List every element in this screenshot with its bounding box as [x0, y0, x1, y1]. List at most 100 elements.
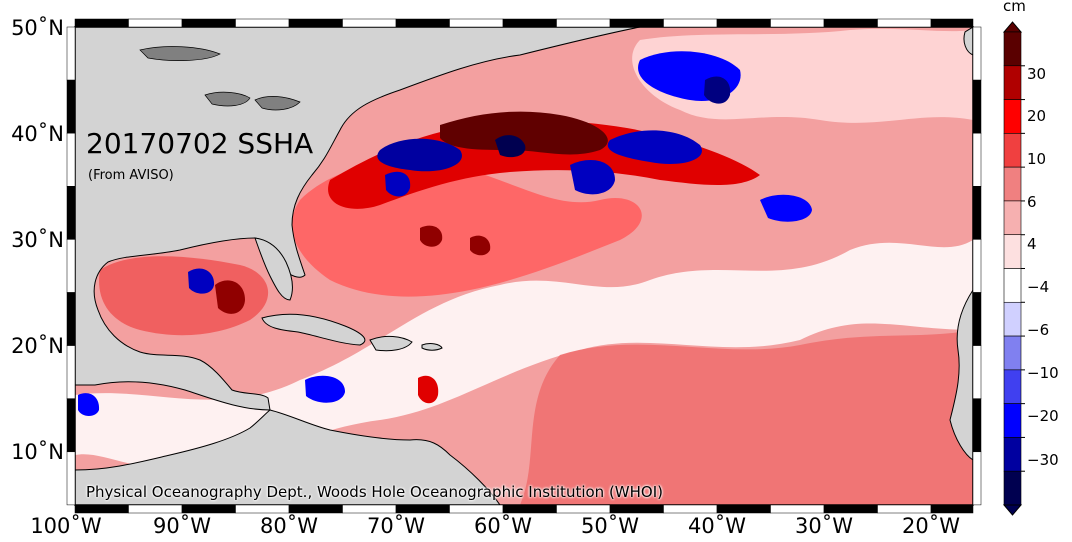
- hispaniola-land: [369, 335, 413, 352]
- frame-tick-segment: [716, 18, 771, 28]
- longitude-label-70w: 70˚W: [367, 514, 425, 538]
- frame-tick-segment: [66, 451, 76, 506]
- colorbar-segment: [1003, 200, 1022, 236]
- cold-ring: [495, 135, 526, 158]
- frame-tick-segment: [609, 504, 664, 514]
- frame-tick-segment: [823, 504, 878, 514]
- frame-tick-segment: [823, 18, 878, 28]
- colorbar-segment: [1003, 335, 1022, 371]
- frame-tick-segment: [663, 504, 718, 514]
- frame-tick-segment: [449, 18, 504, 28]
- great-lakes: [254, 96, 301, 111]
- map-title: 20170702 SSHA: [86, 127, 314, 160]
- frame-tick-segment: [770, 18, 825, 28]
- colorbar-segment: [1003, 234, 1022, 269]
- colorbar-segment: [1003, 403, 1022, 438]
- colorbar-segment: [1003, 437, 1022, 472]
- frame-tick-segment: [972, 239, 982, 293]
- frame-tick-segment: [770, 504, 825, 514]
- colorbar-segment: [1003, 470, 1022, 506]
- frame-tick-segment: [181, 504, 236, 514]
- frame-tick-segment: [395, 504, 450, 514]
- warm-eddy: [420, 225, 443, 247]
- colorbar-segment: [1003, 133, 1022, 168]
- frame-tick-segment: [74, 504, 129, 514]
- frame-tick-segment: [342, 504, 397, 514]
- frame-tick-segment: [556, 18, 611, 28]
- latitude-label-30n: 30˚N: [11, 228, 64, 252]
- latitude-label-40n: 40˚N: [11, 122, 64, 146]
- frame-tick-segment: [235, 504, 290, 514]
- frame-tick-segment: [663, 18, 718, 28]
- map-subtitle: (From AVISO): [88, 168, 174, 183]
- frame-tick-segment: [128, 18, 183, 28]
- cold-eddy: [188, 268, 215, 294]
- frame-tick-segment: [66, 186, 76, 240]
- colorbar-top-arrow: [1002, 21, 1023, 33]
- north-america-land: [75, 27, 641, 411]
- loop-current-eddy: [215, 280, 245, 314]
- frame-tick-segment: [877, 18, 932, 28]
- frame-tick-segment: [972, 132, 982, 187]
- colorbar-label: 6: [1027, 193, 1037, 211]
- frame-tick-segment: [972, 79, 982, 134]
- frame-tick-segment: [235, 18, 290, 28]
- longitude-label-20w: 20˚W: [902, 514, 960, 538]
- longitude-label-100w: 100˚W: [30, 514, 102, 538]
- great-lakes: [139, 46, 221, 61]
- cold-eddy: [704, 76, 731, 104]
- longitude-label-80w: 80˚W: [260, 514, 318, 538]
- frame-tick-segment: [288, 504, 343, 514]
- frame-tick-segment: [449, 504, 504, 514]
- gulf-of-mexico-anomaly: [99, 256, 269, 336]
- frame-tick-segment: [502, 504, 557, 514]
- colorbar-segment: [1003, 99, 1022, 134]
- frame-tick-segment: [972, 292, 982, 346]
- frame-tick-segment: [556, 504, 611, 514]
- anomaly-region: [75, 240, 973, 470]
- latitude-label-20n: 20˚N: [11, 334, 64, 358]
- frame-tick-segment: [181, 18, 236, 28]
- florida-land: [254, 237, 294, 301]
- cold-eddy: [570, 160, 615, 195]
- gulf-stream-core: [440, 111, 608, 155]
- frame-tick-segment: [66, 345, 76, 399]
- colorbar-label: 10: [1027, 150, 1047, 168]
- frame-tick-segment: [716, 504, 771, 514]
- colorbar-bottom-arrow: [1002, 504, 1023, 516]
- colorbar-segment: [1003, 166, 1022, 202]
- frame-tick-segment: [930, 18, 974, 28]
- credit-text: Physical Oceanography Dept., Woods Hole …: [86, 483, 663, 501]
- frame-tick-segment: [342, 18, 397, 28]
- colorbar-label: −20: [1027, 407, 1059, 425]
- map-frame-ticks: [66, 18, 982, 514]
- cuba-land: [261, 313, 366, 346]
- colorbar-segment: [1003, 301, 1022, 337]
- frame-tick-segment: [66, 292, 76, 346]
- colorbar-label: −30: [1027, 451, 1059, 469]
- frame-tick-segment: [128, 504, 183, 514]
- colorbar-segment: [1003, 65, 1022, 100]
- colorbar-label: 30: [1027, 65, 1047, 83]
- frame-tick-segment: [930, 504, 974, 514]
- colorbar-segment: [1003, 369, 1022, 404]
- frame-tick-segment: [66, 79, 76, 134]
- colorbar-segment: [1003, 268, 1022, 303]
- frame-tick-segment: [288, 18, 343, 28]
- colorbar: [1002, 21, 1025, 516]
- frame-tick-segment: [395, 18, 450, 28]
- frame-tick-segment: [74, 18, 129, 28]
- frame-tick-segment: [972, 26, 982, 81]
- frame-tick-segment: [972, 451, 982, 506]
- frame-tick-segment: [972, 398, 982, 453]
- frame-tick-segment: [66, 398, 76, 453]
- frame-tick-segment: [66, 132, 76, 187]
- cold-eddy: [760, 194, 812, 222]
- longitude-label-30w: 30˚W: [795, 514, 853, 538]
- colorbar-segment: [1003, 31, 1022, 67]
- great-lakes: [204, 91, 251, 107]
- frame-tick-segment: [877, 504, 932, 514]
- frame-tick-segment: [66, 26, 76, 81]
- warm-eddy: [418, 375, 439, 404]
